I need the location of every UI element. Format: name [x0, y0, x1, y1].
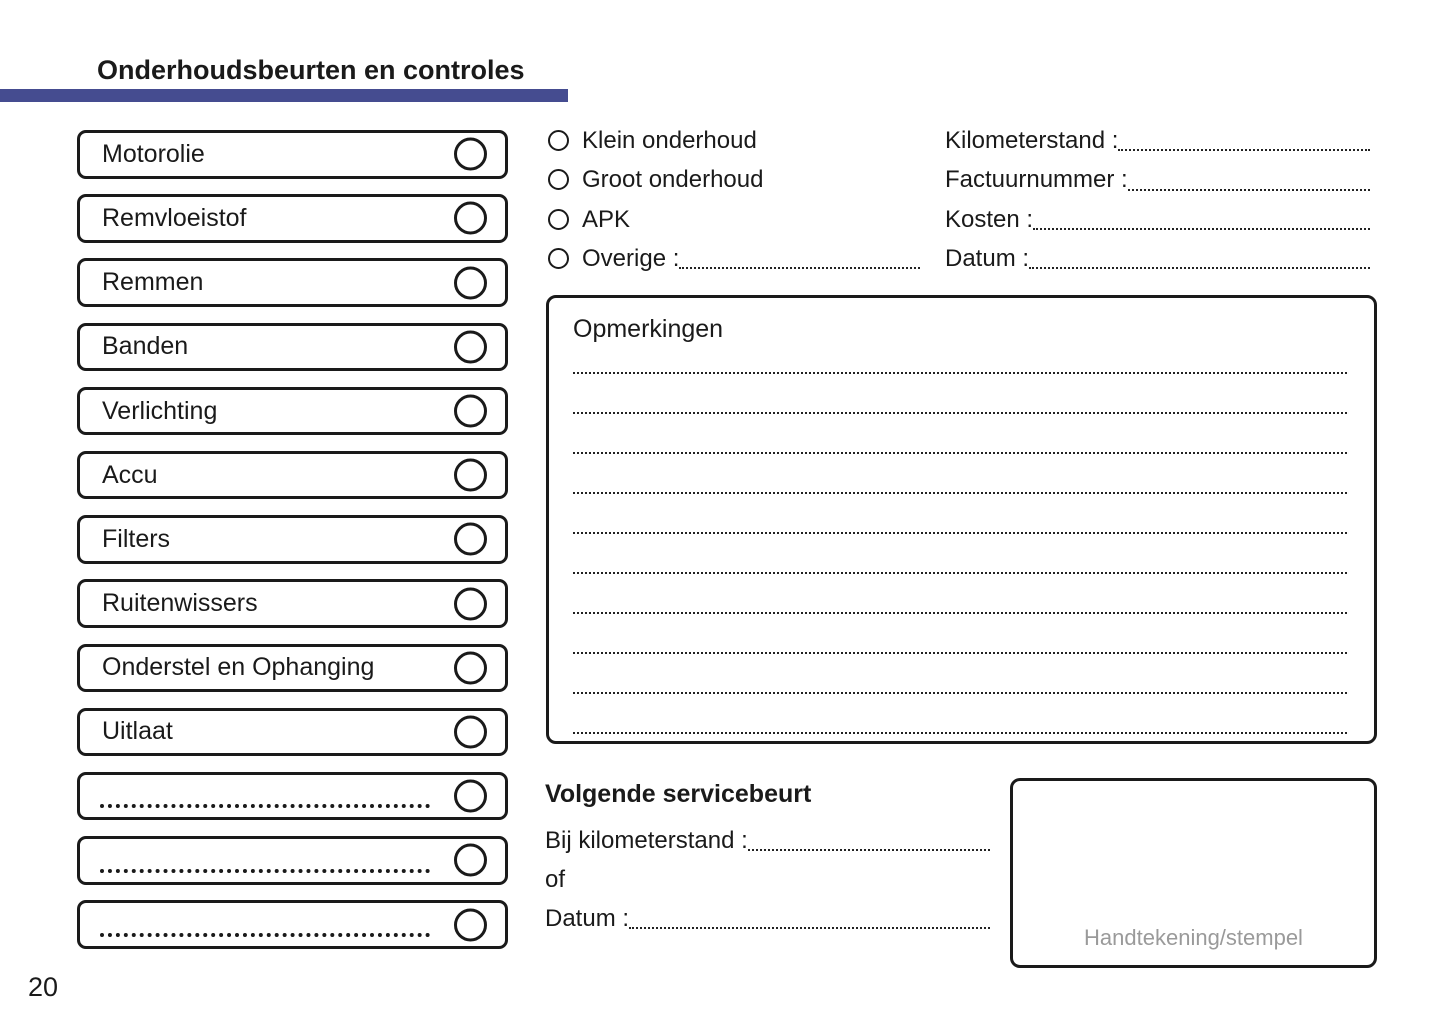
option-label: Groot onderhoud: [582, 166, 764, 194]
next-service-title: Volgende servicebeurt: [545, 780, 812, 808]
checklist-item-filters: Filters: [77, 515, 508, 564]
field-label: Datum :: [945, 244, 1030, 272]
next-km-write-in-line[interactable]: [747, 849, 990, 851]
option-overige: Overige :: [548, 239, 920, 278]
next-service-or-label: of: [545, 866, 566, 893]
checklist-item-label: Remvloeistof: [102, 203, 247, 232]
check-circle-icon[interactable]: [454, 458, 487, 492]
radio-circle-icon[interactable]: [548, 169, 569, 191]
datum-write-in-line[interactable]: [1029, 267, 1370, 270]
check-circle-icon[interactable]: [454, 908, 487, 941]
overige-write-in-line[interactable]: [679, 267, 920, 270]
checklist-item-label: Uitlaat: [102, 717, 173, 746]
checklist-item-blank-1: [77, 771, 508, 821]
checklist-item-blank-3: [77, 900, 508, 949]
page-number: 20: [28, 972, 59, 1002]
checklist-item-label: Accu: [102, 460, 158, 489]
checklist-item-remmen: Remmen: [77, 258, 508, 307]
field-label: Kilometerstand :: [945, 127, 1119, 154]
option-groot-onderhoud: Groot onderhoud: [548, 160, 920, 199]
radio-circle-icon[interactable]: [548, 248, 569, 270]
checklist-item-blank-2: [77, 836, 508, 885]
radio-circle-icon[interactable]: [548, 130, 569, 152]
field-kilometerstand: Kilometerstand :: [945, 121, 1370, 160]
next-service-or-row: of: [545, 860, 990, 899]
signature-stamp-box[interactable]: Handtekening/stempel: [1010, 778, 1377, 968]
check-circle-icon[interactable]: [454, 651, 487, 685]
remark-line: [573, 494, 1347, 534]
option-klein-onderhoud: Klein onderhoud: [548, 121, 920, 160]
checklist-item-ruitenwissers: Ruitenwissers: [77, 579, 508, 628]
remark-line: [573, 534, 1347, 574]
checklist-item-onderstel-en-ophanging: Onderstel en Ophanging: [77, 643, 508, 692]
check-circle-icon[interactable]: [454, 330, 487, 364]
checklist-item-verlichting: Verlichting: [77, 386, 508, 436]
checklist-item-label: Onderstel en Ophanging: [102, 653, 375, 682]
field-label: Factuurnummer :: [945, 166, 1128, 194]
check-circle-icon[interactable]: [454, 201, 487, 235]
option-label: APK: [582, 205, 631, 233]
factuurnummer-write-in-line[interactable]: [1127, 188, 1370, 191]
write-in-line[interactable]: [100, 804, 430, 809]
next-service: Volgende servicebeurt Bij kilometerstand…: [545, 780, 990, 938]
remark-line: [573, 614, 1347, 654]
title-underline-bar: [0, 89, 568, 102]
checklist-item-label: Motorolie: [102, 139, 205, 168]
checklist-item-motorolie: Motorolie: [77, 130, 508, 179]
next-service-date-row: Datum :: [545, 899, 990, 938]
field-factuurnummer: Factuurnummer :: [945, 160, 1370, 199]
check-circle-icon[interactable]: [454, 843, 487, 877]
kilometerstand-write-in-line[interactable]: [1118, 149, 1370, 152]
checklist-item-banden: Banden: [77, 322, 508, 372]
remark-line: [573, 374, 1347, 414]
option-apk: APK: [548, 200, 920, 239]
checklist-item-label: Verlichting: [102, 396, 218, 425]
checklist-item-label: Filters: [102, 524, 171, 553]
check-circle-icon[interactable]: [454, 715, 487, 749]
check-circle-icon[interactable]: [454, 522, 487, 556]
radio-circle-icon[interactable]: [548, 208, 569, 230]
remark-line: [573, 334, 1347, 374]
field-kosten: Kosten :: [945, 200, 1370, 239]
checklist-item-label: Ruitenwissers: [102, 589, 258, 618]
next-service-km-label: Bij kilometerstand :: [545, 827, 748, 854]
remarks-box: Opmerkingen: [546, 295, 1377, 744]
field-datum: Datum :: [945, 239, 1370, 278]
remark-line: [573, 654, 1347, 694]
checklist: Motorolie Remvloeistof Remmen Banden Ver…: [77, 130, 508, 949]
remark-line: [573, 414, 1347, 454]
next-service-km-row: Bij kilometerstand :: [545, 821, 990, 860]
option-label: Klein onderhoud: [582, 127, 757, 154]
checklist-item-uitlaat: Uitlaat: [77, 707, 508, 757]
kosten-write-in-line[interactable]: [1033, 227, 1370, 230]
check-circle-icon[interactable]: [454, 137, 487, 171]
check-circle-icon[interactable]: [454, 779, 487, 813]
next-date-write-in-line[interactable]: [629, 927, 990, 929]
check-circle-icon[interactable]: [454, 266, 487, 300]
invoice-fields: Kilometerstand : Factuurnummer : Kosten …: [945, 121, 1370, 278]
remark-line: [573, 694, 1347, 734]
checklist-item-label: Remmen: [102, 268, 204, 297]
checklist-item-label: Banden: [102, 332, 189, 361]
service-type-options: Klein onderhoud Groot onderhoud APK Over…: [548, 121, 920, 278]
check-circle-icon[interactable]: [454, 394, 487, 428]
write-in-line[interactable]: [100, 932, 430, 937]
checklist-item-remvloeistof: Remvloeistof: [77, 194, 508, 243]
field-label: Kosten :: [945, 205, 1034, 233]
remark-line: [573, 454, 1347, 494]
remark-line: [573, 574, 1347, 614]
remarks-write-in-area[interactable]: [573, 334, 1347, 734]
next-service-date-label: Datum :: [545, 905, 630, 932]
page-title: Onderhoudsbeurten en controles: [97, 55, 525, 85]
signature-stamp-label: Handtekening/stempel: [1084, 925, 1303, 950]
write-in-line[interactable]: [100, 868, 430, 873]
remarks-title: Opmerkingen: [573, 315, 724, 343]
option-label: Overige :: [582, 244, 680, 272]
checklist-item-accu: Accu: [77, 450, 508, 500]
check-circle-icon[interactable]: [454, 587, 487, 621]
